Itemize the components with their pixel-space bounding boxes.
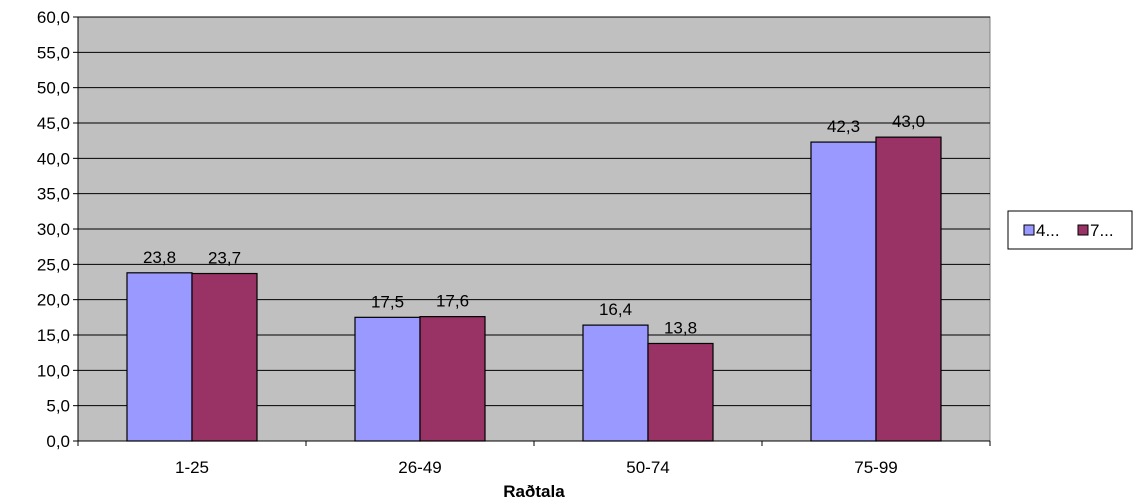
data-label: 13,8 <box>664 318 697 337</box>
bar <box>191 272 258 442</box>
bar <box>647 342 714 442</box>
x-tick-label: 75-99 <box>854 458 897 477</box>
y-tick-label: 60,0 <box>37 8 70 27</box>
x-axis-title: Raðtala <box>503 482 565 501</box>
bar <box>126 272 193 442</box>
y-tick-label: 30,0 <box>37 220 70 239</box>
y-tick-label: 20,0 <box>37 291 70 310</box>
y-tick-label: 40,0 <box>37 149 70 168</box>
data-label: 42,3 <box>827 117 860 136</box>
data-label: 43,0 <box>892 112 925 131</box>
x-tick-label: 50-74 <box>626 458 669 477</box>
bar <box>810 141 877 442</box>
bar <box>354 316 421 442</box>
legend-swatch-series-1 <box>1023 224 1035 236</box>
bar <box>419 316 486 442</box>
data-label: 23,8 <box>143 248 176 267</box>
legend-label-series-2: 7... <box>1090 221 1114 240</box>
data-labels: 23,8 23,7 17,5 17,6 16,4 13,8 42,3 43,0 <box>143 112 925 337</box>
legend-swatch-series-2 <box>1077 224 1089 236</box>
y-tick-label: 10,0 <box>37 361 70 380</box>
data-label: 17,5 <box>371 292 404 311</box>
y-tick-label: 25,0 <box>37 255 70 274</box>
x-tick-label: 26-49 <box>398 458 441 477</box>
y-tick-label: 55,0 <box>37 43 70 62</box>
y-tick-label: 15,0 <box>37 326 70 345</box>
data-label: 23,7 <box>208 249 241 268</box>
bars <box>126 136 942 442</box>
y-axis-ticks: 0,0 5,0 10,0 15,0 20,0 25,0 30,0 35,0 40,0 45,0 50… <box>37 8 78 451</box>
data-label: 16,4 <box>599 300 632 319</box>
x-tick-label: 1-25 <box>175 458 209 477</box>
bar <box>875 136 942 442</box>
x-axis-ticks: 1-25 26-49 50-74 75-99 <box>77 441 991 477</box>
legend: 4... 7... <box>1007 210 1133 250</box>
y-tick-label: 5,0 <box>46 397 70 416</box>
legend-label-series-1: 4... <box>1036 221 1060 240</box>
data-label: 17,6 <box>436 292 469 311</box>
bar <box>582 324 649 442</box>
y-tick-label: 0,0 <box>46 432 70 451</box>
y-tick-label: 35,0 <box>37 185 70 204</box>
y-tick-label: 50,0 <box>37 79 70 98</box>
y-tick-label: 45,0 <box>37 114 70 133</box>
